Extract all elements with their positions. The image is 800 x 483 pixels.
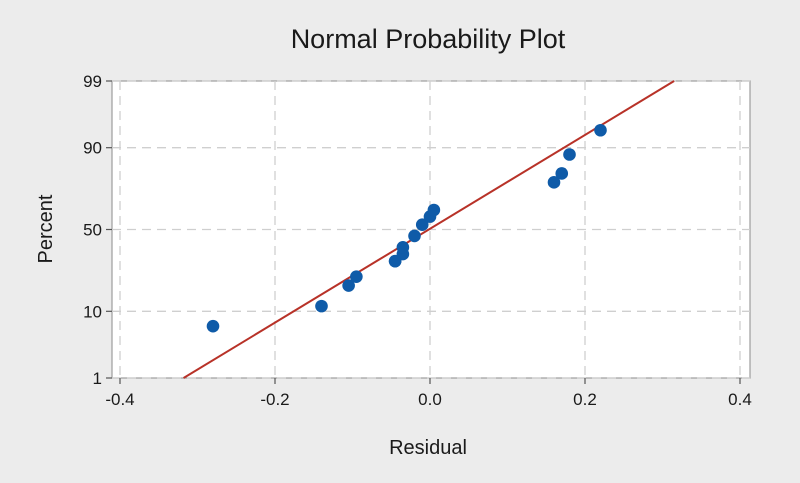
data-point xyxy=(547,176,561,189)
data-point xyxy=(415,218,429,231)
chart-title: Normal Probability Plot xyxy=(291,24,566,54)
data-point xyxy=(555,167,569,180)
x-tick-label: -0.2 xyxy=(260,390,289,409)
fit-line-group xyxy=(183,80,675,379)
y-axis-label: Percent xyxy=(35,194,57,263)
grid-lines xyxy=(112,80,750,379)
data-point xyxy=(563,148,576,161)
y-axis-ticks: 1 10 50 90 99 xyxy=(83,72,112,388)
x-tick-label: 0.0 xyxy=(418,390,442,409)
x-axis-label: Residual xyxy=(389,437,467,459)
y-tick-label: 1 xyxy=(93,369,102,388)
x-axis-ticks: -0.4 -0.2 0.0 0.2 0.4 xyxy=(105,378,752,409)
data-point xyxy=(427,203,441,217)
y-tick-label: 90 xyxy=(83,139,102,158)
data-point xyxy=(206,319,220,333)
fit-line xyxy=(183,80,675,379)
y-tick-label: 99 xyxy=(83,72,102,91)
x-tick-label: -0.4 xyxy=(105,390,134,409)
data-point xyxy=(342,279,355,292)
y-tick-label: 50 xyxy=(83,221,102,240)
data-point xyxy=(408,229,421,243)
data-point xyxy=(315,299,328,313)
x-tick-label: 0.4 xyxy=(728,390,752,409)
data-point xyxy=(396,241,410,254)
data-point xyxy=(594,123,607,137)
data-point xyxy=(388,254,402,268)
x-tick-label: 0.2 xyxy=(573,390,597,409)
data-point xyxy=(350,270,363,283)
y-tick-label: 10 xyxy=(83,302,102,321)
data-points xyxy=(206,123,607,333)
